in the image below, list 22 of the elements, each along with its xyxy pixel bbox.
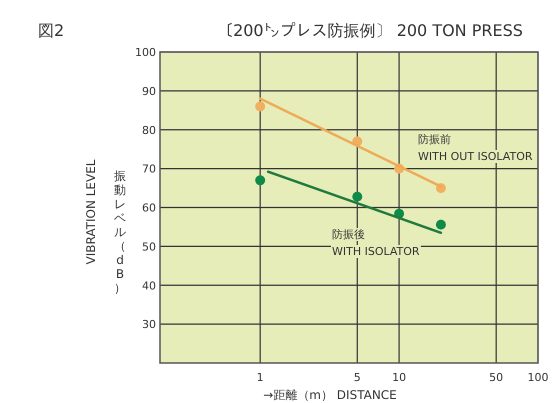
y-tick-label: 30 bbox=[142, 318, 156, 332]
annotation: 防振後 bbox=[332, 228, 365, 241]
x-tick-label: 50 bbox=[489, 371, 504, 384]
y-axis-title: VIBRATION LEVEL bbox=[84, 159, 98, 264]
y-tick-label: 90 bbox=[142, 84, 156, 98]
x-tick-label: 10 bbox=[392, 371, 406, 384]
annotation: WITH OUT ISOLATOR bbox=[418, 150, 533, 163]
x-tick-label: 100 bbox=[528, 371, 548, 384]
y-tick-label: 80 bbox=[142, 124, 156, 137]
annotation: WITH ISOLATOR bbox=[332, 245, 420, 258]
text: 振動レベル（dB） bbox=[114, 169, 126, 295]
y-tick-label: 40 bbox=[142, 279, 156, 292]
x-axis-title: →距離（m） DISTANCE bbox=[263, 388, 397, 402]
chart-title: 〔200㌧プレス防振例〕 200 TON PRESS bbox=[217, 21, 523, 40]
y-tick-label: 60 bbox=[142, 202, 156, 214]
caption: 図2 bbox=[38, 21, 64, 40]
y-tick-label: 50 bbox=[142, 240, 156, 254]
x-tick-label: 1 bbox=[256, 371, 264, 384]
y-tick-label: 100 bbox=[135, 46, 156, 59]
annotation: 防振前 bbox=[418, 133, 451, 146]
x-tick-label: 5 bbox=[354, 371, 361, 384]
y-tick-label: 70 bbox=[142, 162, 156, 176]
